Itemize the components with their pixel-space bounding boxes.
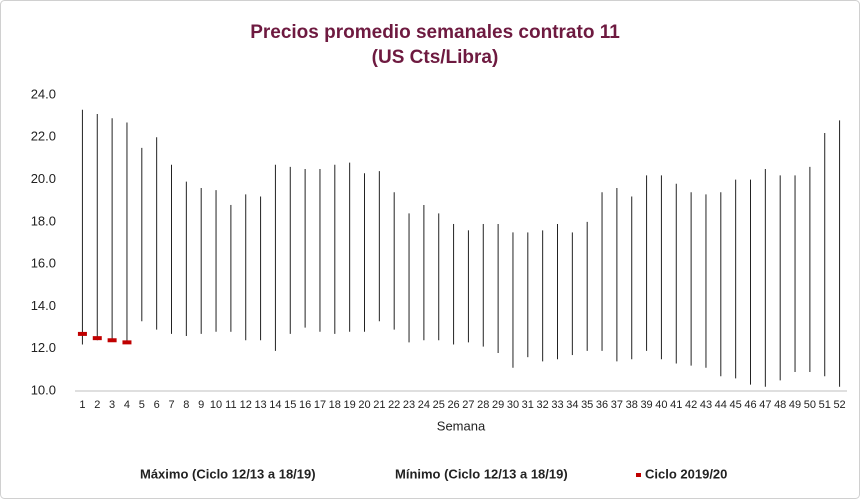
x-tick-label: 47 <box>759 399 771 411</box>
y-tick-label: 12.0 <box>31 340 56 355</box>
x-tick-label: 8 <box>183 399 189 411</box>
x-tick-label: 11 <box>225 399 236 411</box>
x-tick-label: 30 <box>507 399 519 411</box>
legend-label: Máximo (Ciclo 12/13 a 18/19) <box>140 466 316 481</box>
y-tick-label: 18.0 <box>31 213 56 228</box>
x-tick-label: 12 <box>240 399 252 411</box>
x-tick-label: 28 <box>477 399 489 411</box>
x-tick-label: 23 <box>403 399 415 411</box>
x-tick-label: 2 <box>94 399 100 411</box>
x-tick-label: 52 <box>833 399 845 411</box>
x-tick-label: 39 <box>640 399 652 411</box>
x-tick-label: 40 <box>655 399 667 411</box>
x-tick-label: 48 <box>774 399 786 411</box>
x-tick-label: 49 <box>789 399 801 411</box>
y-tick-label: 22.0 <box>31 129 56 144</box>
y-tick-label: 14.0 <box>31 298 56 313</box>
legend-marker <box>636 473 641 477</box>
x-tick-label: 35 <box>581 399 593 411</box>
x-tick-label: 29 <box>492 399 504 411</box>
chart-subtitle: (US Cts/Libra) <box>372 47 499 68</box>
legend-label: Ciclo 2019/20 <box>645 466 727 481</box>
x-tick-label: 7 <box>168 399 174 411</box>
x-tick-label: 38 <box>626 399 638 411</box>
x-tick-label: 44 <box>715 399 727 411</box>
x-tick-label: 34 <box>566 399 578 411</box>
y-tick-label: 10.0 <box>31 382 56 397</box>
x-tick-label: 13 <box>254 399 266 411</box>
x-tick-label: 22 <box>388 399 400 411</box>
cycle-marker <box>92 336 102 341</box>
x-tick-label: 43 <box>700 399 712 411</box>
y-tick-label: 20.0 <box>31 171 56 186</box>
x-tick-label: 5 <box>139 399 145 411</box>
cycle-marker <box>122 340 132 345</box>
x-tick-label: 51 <box>819 399 831 411</box>
x-tick-label: 9 <box>198 399 204 411</box>
x-tick-label: 36 <box>596 399 608 411</box>
y-tick-label: 16.0 <box>31 256 56 271</box>
x-tick-label: 42 <box>685 399 697 411</box>
x-axis-label: Semana <box>437 418 486 433</box>
x-tick-label: 1 <box>79 399 85 411</box>
x-tick-label: 31 <box>522 399 534 411</box>
x-tick-label: 45 <box>730 399 742 411</box>
x-tick-label: 33 <box>551 399 563 411</box>
x-tick-label: 19 <box>344 399 356 411</box>
x-tick-label: 24 <box>418 399 430 411</box>
x-tick-label: 27 <box>462 399 474 411</box>
cycle-marker <box>77 331 87 336</box>
legend-label: Mínimo (Ciclo 12/13 a 18/19) <box>395 466 568 481</box>
chart-title: Precios promedio semanales contrato 11 <box>250 22 620 43</box>
x-tick-label: 37 <box>611 399 623 411</box>
x-tick-label: 21 <box>373 399 385 411</box>
x-tick-label: 16 <box>299 399 311 411</box>
x-tick-label: 41 <box>670 399 682 411</box>
x-tick-label: 6 <box>154 399 160 411</box>
x-tick-label: 25 <box>433 399 445 411</box>
x-tick-label: 46 <box>744 399 756 411</box>
x-tick-label: 18 <box>329 399 341 411</box>
cycle-marker <box>107 338 117 343</box>
x-tick-label: 17 <box>314 399 326 411</box>
x-tick-label: 14 <box>269 399 281 411</box>
x-tick-label: 3 <box>109 399 115 411</box>
y-tick-label: 24.0 <box>31 86 56 101</box>
x-tick-label: 20 <box>358 399 370 411</box>
x-tick-label: 10 <box>210 399 222 411</box>
x-tick-label: 50 <box>804 399 816 411</box>
x-tick-label: 15 <box>284 399 296 411</box>
x-tick-label: 32 <box>537 399 549 411</box>
x-tick-label: 4 <box>124 399 130 411</box>
x-tick-label: 26 <box>447 399 459 411</box>
